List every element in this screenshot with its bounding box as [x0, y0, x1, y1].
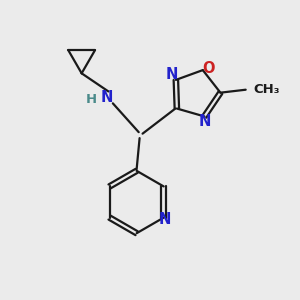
Text: N: N [199, 114, 211, 129]
Text: N: N [101, 91, 113, 106]
Text: H: H [86, 93, 97, 106]
Text: CH₃: CH₃ [253, 83, 280, 96]
Text: N: N [166, 67, 178, 82]
Text: N: N [159, 212, 171, 227]
Text: O: O [202, 61, 214, 76]
